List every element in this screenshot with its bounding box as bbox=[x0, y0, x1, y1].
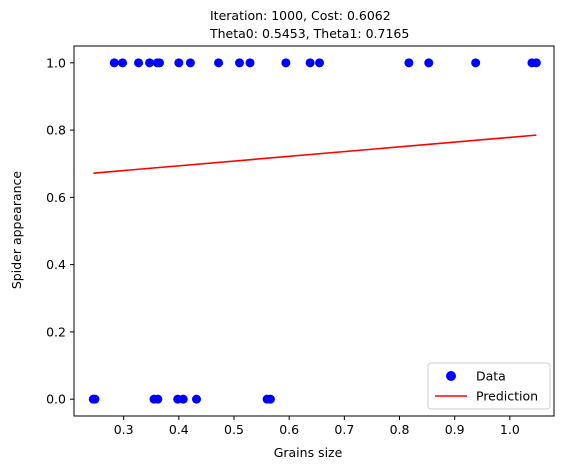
x-tick-label: 0.3 bbox=[114, 422, 134, 437]
legend-data-label: Data bbox=[476, 369, 506, 384]
data-point bbox=[145, 58, 155, 68]
data-point bbox=[281, 58, 291, 68]
x-tick-label: 0.6 bbox=[279, 422, 299, 437]
plot-area bbox=[73, 45, 555, 417]
data-point bbox=[109, 58, 119, 68]
data-point bbox=[191, 394, 201, 404]
y-tick-label: 0.8 bbox=[46, 123, 66, 138]
y-axis-label: Spider appearance bbox=[9, 171, 24, 290]
y-tick-label: 1.0 bbox=[46, 55, 66, 70]
data-point bbox=[178, 394, 188, 404]
title-line-2: Theta0: 0.5453, Theta1: 0.7165 bbox=[209, 26, 409, 41]
data-point bbox=[235, 58, 245, 68]
data-point bbox=[404, 58, 414, 68]
legend: Data Prediction bbox=[427, 362, 551, 410]
chart-title: Iteration: 1000, Cost: 0.6062 Theta0: 0.… bbox=[209, 8, 409, 41]
y-tick-label: 0.0 bbox=[46, 392, 66, 407]
data-point bbox=[245, 58, 255, 68]
data-point bbox=[315, 58, 325, 68]
data-point bbox=[214, 58, 224, 68]
data-point bbox=[174, 58, 184, 68]
x-axis-label: Grains size bbox=[274, 445, 343, 460]
y-tick-label: 0.2 bbox=[46, 324, 66, 339]
x-tick-label: 0.7 bbox=[334, 422, 354, 437]
data-point bbox=[90, 394, 100, 404]
data-point bbox=[424, 58, 434, 68]
legend-box bbox=[427, 362, 551, 410]
y-tick-label: 0.4 bbox=[46, 257, 66, 272]
legend-data-marker bbox=[446, 371, 456, 381]
data-point bbox=[118, 58, 128, 68]
x-tick-label: 0.5 bbox=[224, 422, 244, 437]
prediction-line bbox=[93, 134, 537, 174]
x-axis-ticks: 0.3 0.4 0.5 0.6 0.7 0.8 0.9 1.0 bbox=[114, 416, 520, 437]
data-point bbox=[134, 58, 144, 68]
x-tick-label: 0.4 bbox=[169, 422, 189, 437]
data-point bbox=[153, 394, 163, 404]
data-point bbox=[155, 58, 165, 68]
data-point bbox=[471, 58, 481, 68]
x-tick-label: 0.8 bbox=[390, 422, 410, 437]
legend-prediction-label: Prediction bbox=[476, 389, 538, 404]
x-tick-label: 1.0 bbox=[500, 422, 520, 437]
x-tick-label: 0.9 bbox=[445, 422, 465, 437]
data-point bbox=[185, 58, 195, 68]
y-axis-ticks: 0.0 0.2 0.4 0.6 0.8 1.0 bbox=[46, 55, 74, 407]
y-tick-label: 0.6 bbox=[46, 190, 66, 205]
plot-frame bbox=[73, 45, 555, 417]
data-point bbox=[265, 394, 275, 404]
data-point bbox=[531, 58, 541, 68]
title-line-1: Iteration: 1000, Cost: 0.6062 bbox=[210, 8, 391, 23]
data-point bbox=[305, 58, 315, 68]
